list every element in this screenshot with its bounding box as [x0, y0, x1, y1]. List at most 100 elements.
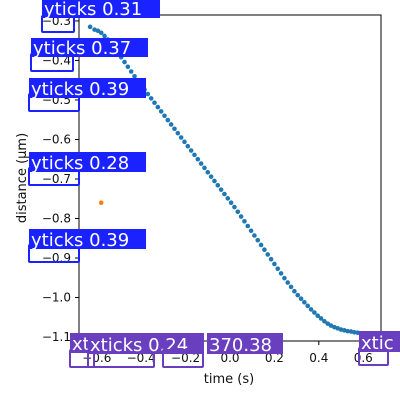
plot-area — [78, 14, 382, 342]
detection-label-background — [29, 78, 146, 98]
detection-label-text: yticks 0.37 — [33, 38, 131, 59]
data-point — [98, 30, 104, 36]
data-point — [275, 266, 281, 271]
detection-label-background — [42, 0, 160, 18]
x-ticks: −0.6 −0.4 −0.2 0.0 0.2 0.4 0.6 — [82, 341, 373, 365]
detection-label-text: yticks 0.39 — [31, 79, 129, 100]
y-tick-label: −1.1 — [42, 330, 71, 344]
detection-label-text: xtic — [361, 333, 394, 354]
y-tick-label: −0.8 — [42, 212, 71, 226]
detection-overlay: yticks 0.37 — [30, 38, 148, 72]
data-point — [172, 126, 177, 132]
data-point — [352, 330, 357, 335]
data-point — [265, 252, 271, 257]
y-tick-label: −0.6 — [42, 132, 71, 146]
axes-frame — [78, 14, 382, 342]
data-point — [235, 209, 241, 215]
data-point — [298, 296, 304, 302]
data-point — [175, 130, 181, 136]
data-point — [295, 292, 301, 298]
data-point — [132, 73, 137, 79]
x-tick-label: 0.4 — [309, 351, 328, 365]
data-point — [98, 200, 104, 205]
detection-overlay: yticks 0.39 — [28, 229, 146, 263]
x-tick-label: 0.0 — [220, 351, 239, 365]
data-point — [252, 233, 257, 238]
data-point — [168, 122, 174, 127]
detection-label-background — [29, 229, 146, 249]
detection-overlay: yticks 0.28 — [28, 152, 146, 186]
detection-label-text: xticks 0.24 — [90, 335, 188, 356]
detection-box — [162, 349, 204, 368]
y-tick-label: −0.7 — [42, 172, 71, 186]
detection-label-background — [29, 152, 146, 172]
detection-label-background — [359, 331, 400, 352]
data-point — [208, 174, 214, 179]
data-point — [122, 59, 127, 65]
data-point — [292, 288, 297, 294]
data-point — [185, 143, 191, 149]
detection-overlay: yticks 0.31 — [41, 0, 160, 33]
data-point — [262, 247, 267, 253]
data-point — [198, 161, 204, 166]
data-point — [218, 187, 224, 192]
data-point — [318, 316, 324, 321]
data-point — [308, 307, 314, 312]
data-point — [242, 218, 247, 224]
data-point — [285, 280, 291, 285]
detection-label-text: yticks 0.28 — [31, 153, 129, 174]
detection-label-background — [88, 333, 204, 354]
detection-overlay: xt — [69, 333, 95, 368]
detection-label-text: yticks 0.31 — [44, 0, 142, 20]
data-point — [268, 256, 274, 262]
detection-label-text: 370.38 — [209, 335, 272, 356]
data-point — [212, 178, 217, 184]
data-point — [215, 183, 221, 188]
data-point — [158, 109, 164, 114]
data-point — [245, 223, 251, 229]
detection-overlays: yticks 0.31 yticks 0.37 yticks 0.39 yticks … — [28, 0, 400, 368]
data-point — [155, 104, 161, 110]
data-point — [258, 242, 264, 248]
x-tick-label: −0.6 — [82, 351, 111, 365]
data-point — [195, 156, 201, 162]
x-axis-label: time (s) — [204, 372, 254, 387]
data-point — [248, 228, 254, 234]
data-point — [145, 91, 151, 97]
detection-overlay: 370.38 — [162, 333, 283, 368]
data-point — [282, 275, 287, 281]
data-point — [202, 165, 207, 171]
data-point — [288, 284, 294, 290]
data-point — [238, 214, 244, 219]
data-point — [125, 64, 131, 70]
data-point — [188, 148, 194, 153]
data-point — [87, 24, 93, 30]
detection-label-background — [207, 333, 283, 354]
data-point — [312, 310, 317, 315]
detection-overlay: yticks 0.39 — [28, 78, 146, 112]
detection-label-text: xt — [72, 334, 90, 355]
x-tick-label: −0.4 — [127, 351, 156, 365]
data-point — [102, 33, 107, 39]
data-point — [128, 69, 134, 74]
data-point — [302, 299, 307, 305]
detection-overlay: xtic — [358, 331, 400, 366]
data-point — [322, 318, 327, 324]
data-point — [228, 200, 234, 205]
x-tick-label: 0.2 — [265, 351, 284, 365]
detection-label-background — [31, 38, 148, 57]
data-point — [178, 135, 184, 140]
data-point — [305, 303, 311, 309]
data-point — [148, 96, 154, 101]
data-point — [315, 313, 321, 319]
data-point — [192, 152, 197, 158]
data-point — [162, 113, 167, 119]
detection-label-background — [70, 333, 92, 353]
detection-label-text: yticks 0.39 — [31, 230, 129, 251]
data-point — [255, 237, 261, 243]
data-point — [272, 261, 277, 267]
x-tick-label: −0.2 — [171, 351, 200, 365]
data-point — [325, 321, 331, 326]
data-point — [345, 328, 350, 334]
